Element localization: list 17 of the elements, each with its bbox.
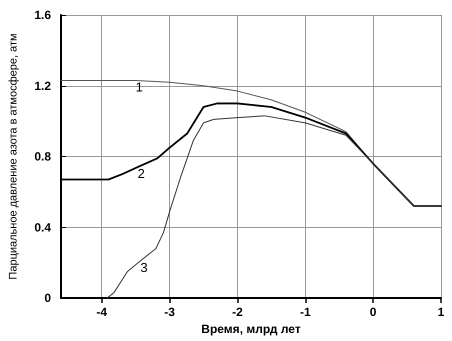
y-tick-label: 0.4	[34, 220, 52, 234]
x-tick-label: -3	[164, 305, 176, 319]
x-tick-label: 0	[370, 305, 377, 319]
x-tick-label: 1	[438, 305, 445, 319]
series-label: 2	[138, 166, 145, 182]
series-label: 1	[136, 79, 143, 94]
x-axis-title: Время, млрд лет	[201, 322, 301, 336]
line-series	[106, 115, 442, 298]
series-label: 3	[140, 260, 148, 275]
y-axis-title: Парциальное давление азота в атмосфере, атм	[8, 33, 20, 280]
y-tick-label: 0.8	[34, 150, 52, 164]
x-tick-label: -4	[96, 305, 108, 319]
x-tick-label: -1	[300, 305, 311, 319]
x-tick-label: -2	[232, 305, 244, 319]
y-tick-label: 1.6	[34, 8, 52, 22]
y-tick-label: 1.2	[34, 78, 52, 93]
y-tick-label: 0	[44, 291, 52, 305]
